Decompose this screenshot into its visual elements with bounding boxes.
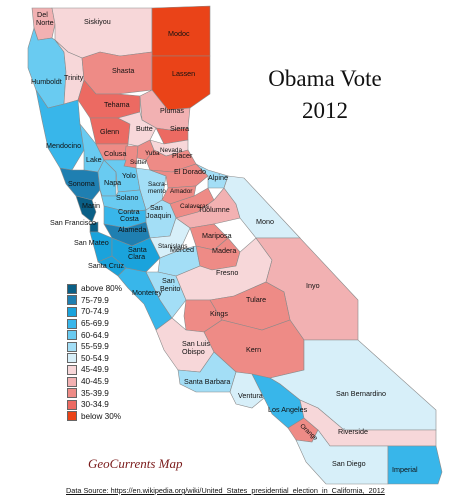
legend: above 80% 75-79.9 70-74.9 65-69.9 60-64.9 55-… [67,283,122,422]
legend-label: 35-39.9 [81,388,109,398]
county-imperial [387,445,443,485]
county-sonoma [59,167,101,201]
legend-label: 50-54.9 [81,353,109,363]
brand-credit: GeoCurrents Map [88,456,183,471]
legend-label: 65-69.9 [81,319,109,329]
legend-item: 55-59.9 [67,341,122,353]
county-sierra [155,127,189,145]
data-source-link[interactable]: Data Source: https://en.wikipedia.org/wi… [66,486,385,495]
legend-swatch [67,399,77,410]
legend-swatch [67,411,77,422]
legend-swatch [67,341,77,352]
legend-swatch [67,318,77,329]
legend-label: 75-79.9 [81,295,109,305]
legend-swatch [67,388,77,399]
legend-swatch [67,330,77,341]
legend-label: 30-34.9 [81,400,109,410]
legend-item: 40-45.9 [67,376,122,388]
legend-swatch [67,353,77,364]
legend-label: 70-74.9 [81,307,109,317]
county-el-dorado [149,163,209,189]
legend-label: 60-64.9 [81,330,109,340]
legend-label: below 30% [81,411,122,421]
legend-swatch [67,283,77,294]
legend-label: 40-45.9 [81,377,109,387]
county-san-francisco [89,221,99,233]
county-sutter [123,145,139,169]
legend-swatch [67,376,77,387]
legend-item: 45-49.9 [67,364,122,376]
legend-label: 45-49.9 [81,365,109,375]
legend-item: 70-74.9 [67,306,122,318]
county-modoc [151,5,211,57]
legend-swatch [67,295,77,306]
legend-swatch [67,364,77,375]
legend-item: 50-54.9 [67,353,122,365]
county-siskiyou [51,7,153,59]
county-glenn [89,117,131,145]
legend-label: above 80% [81,284,122,294]
legend-item: 30-34.9 [67,399,122,411]
legend-swatch [67,306,77,317]
map-title-line1: Obama Vote [268,66,382,91]
legend-item: 75-79.9 [67,295,122,307]
legend-item: above 80% [67,283,122,295]
county-shasta [81,51,153,95]
county-marin [75,195,97,223]
map-title-line2: 2012 [302,98,348,123]
county-mono [223,175,301,239]
legend-item: below 30% [67,411,122,423]
legend-item: 35-39.9 [67,387,122,399]
legend-item: 60-64.9 [67,329,122,341]
legend-item: 65-69.9 [67,318,122,330]
legend-label: 55-59.9 [81,342,109,352]
